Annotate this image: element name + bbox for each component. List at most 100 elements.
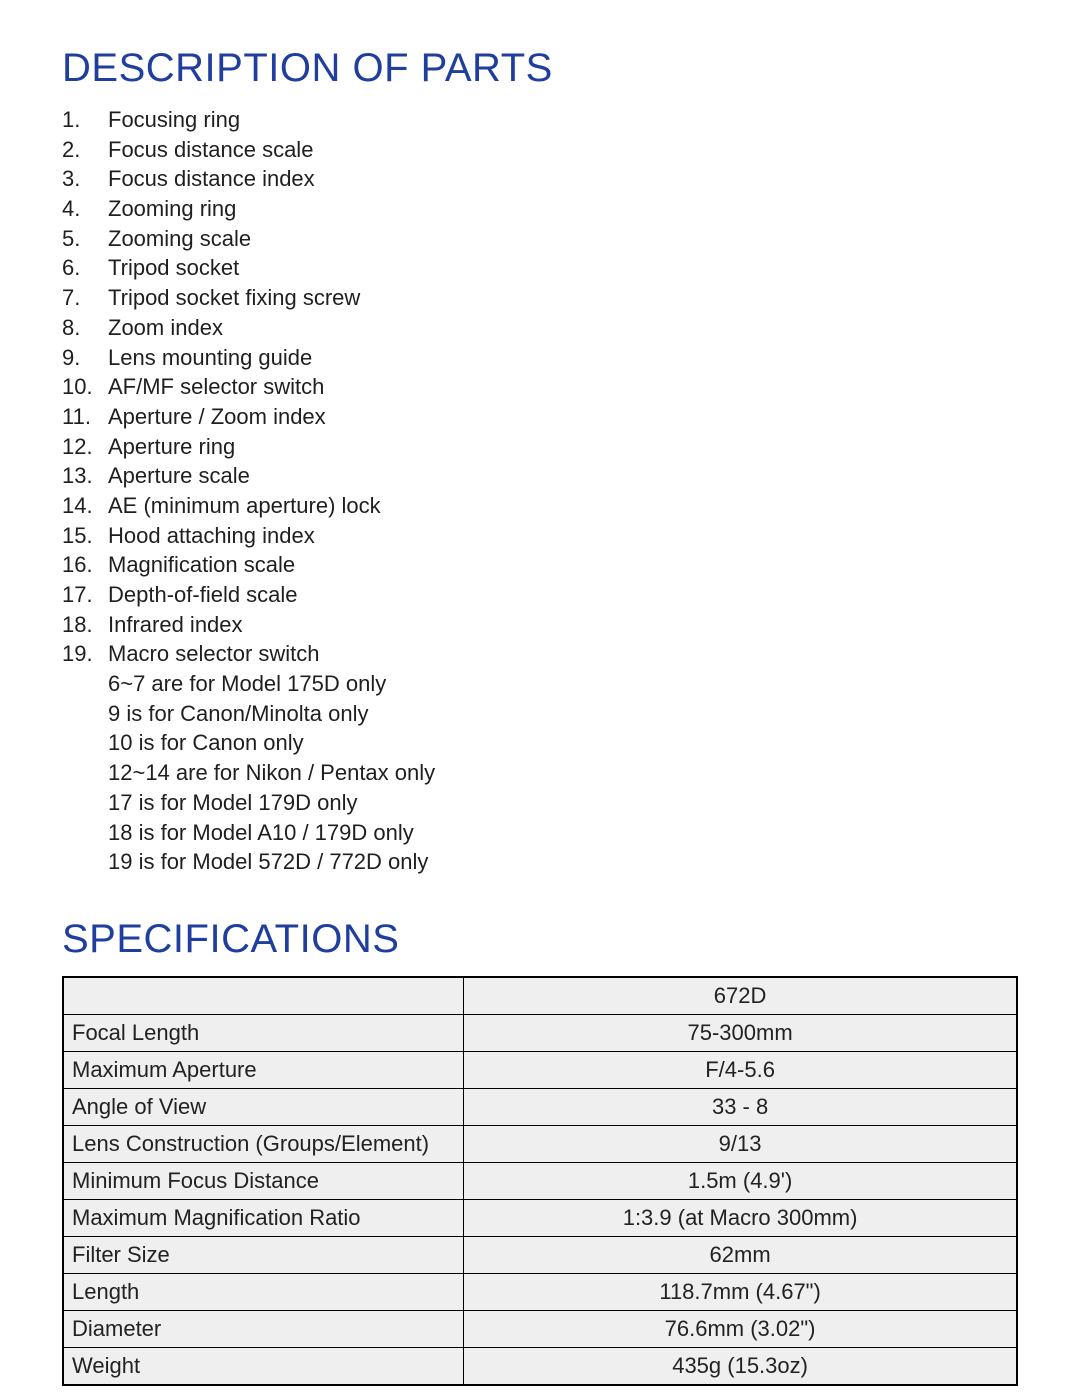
spec-value: 62mm — [464, 1236, 1017, 1273]
table-row: Angle of View33 - 8 — [63, 1088, 1017, 1125]
spec-label: Focal Length — [63, 1014, 464, 1051]
parts-note-line: 6~7 are for Model 175D only — [108, 669, 1018, 699]
heading-specifications: SPECIFICATIONS — [62, 917, 1018, 962]
table-row: 672D — [63, 977, 1017, 1015]
table-row: Length118.7mm (4.67") — [63, 1273, 1017, 1310]
parts-list-number: 8. — [62, 313, 108, 343]
spec-value: 1.5m (4.9') — [464, 1162, 1017, 1199]
parts-list-item: 3.Focus distance index — [62, 164, 1018, 194]
spec-label: Length — [63, 1273, 464, 1310]
parts-note-line: 19 is for Model 572D / 772D only — [108, 847, 1018, 877]
parts-list-label: Zoom index — [108, 313, 1018, 343]
parts-list-number: 12. — [62, 432, 108, 462]
table-row: Diameter76.6mm (3.02") — [63, 1310, 1017, 1347]
parts-list-label: Aperture ring — [108, 432, 1018, 462]
parts-list-number: 19. — [62, 639, 108, 669]
parts-list-number: 11. — [62, 402, 108, 432]
table-row: Weight435g (15.3oz) — [63, 1347, 1017, 1385]
parts-note-line: 17 is for Model 179D only — [108, 788, 1018, 818]
spec-label: Minimum Focus Distance — [63, 1162, 464, 1199]
parts-list-item: 13.Aperture scale — [62, 461, 1018, 491]
parts-list-item: 2.Focus distance scale — [62, 135, 1018, 165]
parts-list-number: 2. — [62, 135, 108, 165]
spec-value: 33 - 8 — [464, 1088, 1017, 1125]
parts-list-item: 17.Depth-of-field scale — [62, 580, 1018, 610]
parts-list-label: Macro selector switch — [108, 639, 1018, 669]
spec-label: Weight — [63, 1347, 464, 1385]
spec-value: 9/13 — [464, 1125, 1017, 1162]
parts-list-number: 13. — [62, 461, 108, 491]
parts-list-item: 5.Zooming scale — [62, 224, 1018, 254]
spec-value: 118.7mm (4.67") — [464, 1273, 1017, 1310]
table-cell-empty — [63, 977, 464, 1015]
parts-list-number: 17. — [62, 580, 108, 610]
specifications-table: 672DFocal Length75-300mmMaximum Aperture… — [62, 976, 1018, 1386]
parts-list-label: Tripod socket — [108, 253, 1018, 283]
spec-label: Lens Construction (Groups/Element) — [63, 1125, 464, 1162]
parts-list-label: Zooming scale — [108, 224, 1018, 254]
parts-list-number: 5. — [62, 224, 108, 254]
parts-list-item: 11.Aperture / Zoom index — [62, 402, 1018, 432]
parts-note-line: 9 is for Canon/Minolta only — [108, 699, 1018, 729]
parts-list-number: 4. — [62, 194, 108, 224]
parts-note-line: 12~14 are for Nikon / Pentax only — [108, 758, 1018, 788]
parts-list-label: Infrared index — [108, 610, 1018, 640]
parts-note-line: 18 is for Model A10 / 179D only — [108, 818, 1018, 848]
parts-list-number: 7. — [62, 283, 108, 313]
parts-list-number: 15. — [62, 521, 108, 551]
parts-list-item: 8.Zoom index — [62, 313, 1018, 343]
table-row: Maximum ApertureF/4-5.6 — [63, 1051, 1017, 1088]
parts-list-number: 6. — [62, 253, 108, 283]
parts-list-label: Hood attaching index — [108, 521, 1018, 551]
parts-list-item: 6.Tripod socket — [62, 253, 1018, 283]
parts-list-number: 3. — [62, 164, 108, 194]
spec-label: Maximum Magnification Ratio — [63, 1199, 464, 1236]
parts-list: 1.Focusing ring2.Focus distance scale3.F… — [62, 105, 1018, 877]
table-row: Minimum Focus Distance1.5m (4.9') — [63, 1162, 1017, 1199]
parts-list-item: 10.AF/MF selector switch — [62, 372, 1018, 402]
parts-list-item: 14.AE (minimum aperture) lock — [62, 491, 1018, 521]
parts-list-label: Lens mounting guide — [108, 343, 1018, 373]
parts-list-item: 9.Lens mounting guide — [62, 343, 1018, 373]
spec-label: Maximum Aperture — [63, 1051, 464, 1088]
parts-list-number: 9. — [62, 343, 108, 373]
spec-value: 75-300mm — [464, 1014, 1017, 1051]
parts-list-item: 18.Infrared index — [62, 610, 1018, 640]
parts-notes: 6~7 are for Model 175D only9 is for Cano… — [62, 669, 1018, 877]
parts-list-label: Aperture / Zoom index — [108, 402, 1018, 432]
parts-list-label: Focusing ring — [108, 105, 1018, 135]
parts-list-label: AF/MF selector switch — [108, 372, 1018, 402]
parts-list-number: 1. — [62, 105, 108, 135]
parts-list-number: 10. — [62, 372, 108, 402]
parts-list-number: 14. — [62, 491, 108, 521]
parts-list-item: 19.Macro selector switch — [62, 639, 1018, 669]
spec-value: F/4-5.6 — [464, 1051, 1017, 1088]
parts-list-label: Focus distance scale — [108, 135, 1018, 165]
parts-list-item: 7.Tripod socket fixing screw — [62, 283, 1018, 313]
parts-note-line: 10 is for Canon only — [108, 728, 1018, 758]
table-row: Filter Size62mm — [63, 1236, 1017, 1273]
spec-value: 76.6mm (3.02") — [464, 1310, 1017, 1347]
parts-list-label: Zooming ring — [108, 194, 1018, 224]
spec-value: 435g (15.3oz) — [464, 1347, 1017, 1385]
parts-list-number: 16. — [62, 550, 108, 580]
parts-list-label: Aperture scale — [108, 461, 1018, 491]
spec-label: Angle of View — [63, 1088, 464, 1125]
parts-list-label: Depth-of-field scale — [108, 580, 1018, 610]
parts-list-item: 16.Magnification scale — [62, 550, 1018, 580]
parts-list-label: Magnification scale — [108, 550, 1018, 580]
parts-list-label: Tripod socket fixing screw — [108, 283, 1018, 313]
table-model-header: 672D — [464, 977, 1017, 1015]
spec-label: Filter Size — [63, 1236, 464, 1273]
table-row: Maximum Magnification Ratio1:3.9 (at Mac… — [63, 1199, 1017, 1236]
parts-list-item: 1.Focusing ring — [62, 105, 1018, 135]
parts-list-item: 4.Zooming ring — [62, 194, 1018, 224]
heading-description-of-parts: DESCRIPTION OF PARTS — [62, 46, 1018, 91]
spec-value: 1:3.9 (at Macro 300mm) — [464, 1199, 1017, 1236]
parts-list-label: AE (minimum aperture) lock — [108, 491, 1018, 521]
parts-list-item: 15.Hood attaching index — [62, 521, 1018, 551]
table-row: Lens Construction (Groups/Element)9/13 — [63, 1125, 1017, 1162]
parts-list-item: 12.Aperture ring — [62, 432, 1018, 462]
parts-list-label: Focus distance index — [108, 164, 1018, 194]
table-row: Focal Length75-300mm — [63, 1014, 1017, 1051]
